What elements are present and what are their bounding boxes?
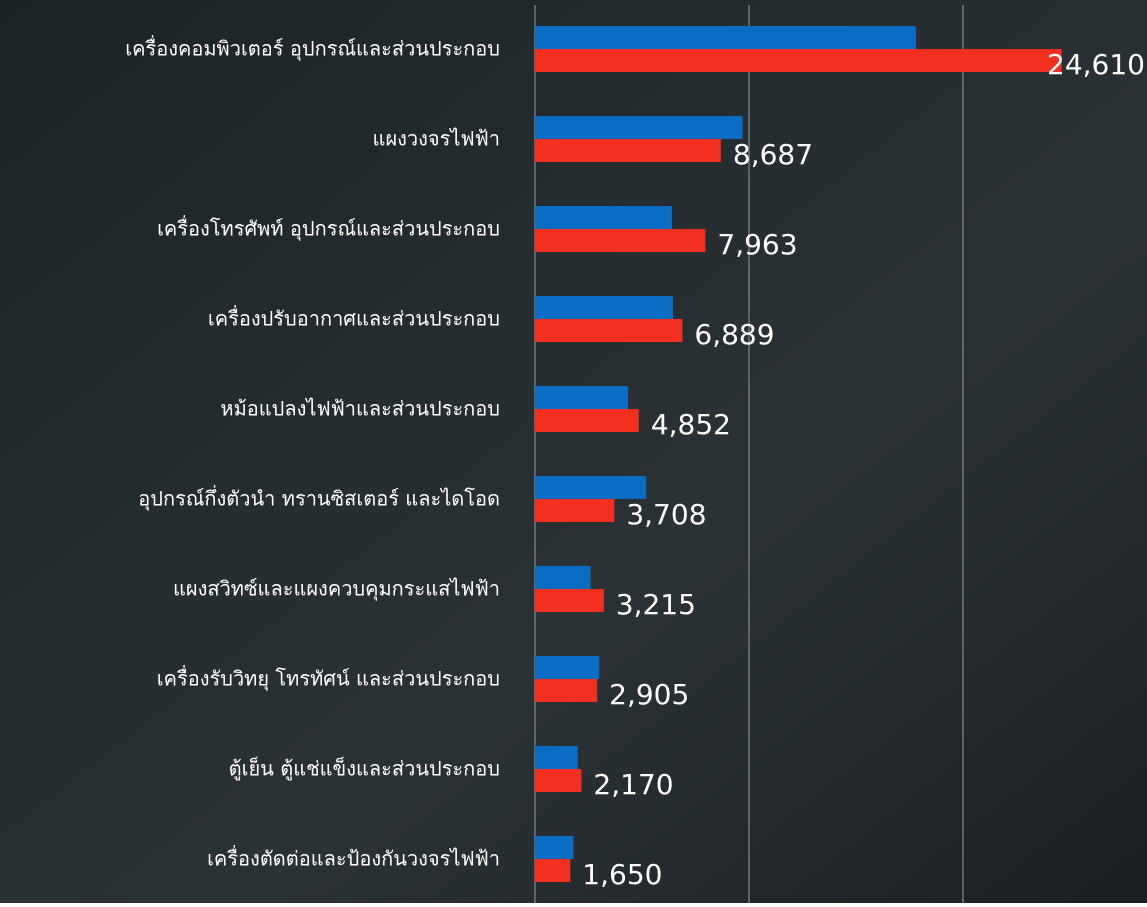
bar (535, 476, 647, 499)
bar (535, 566, 591, 589)
y-tick-label: แผงสวิทซ์และแผงควบคุมกระแสไฟฟ้า (173, 577, 500, 602)
bar (535, 859, 571, 882)
y-tick-label: หม้อแปลงไฟฟ้าและส่วนประกอบ (220, 397, 500, 421)
value-label: 7,963 (717, 228, 797, 261)
y-tick-label: เครื่องตัดต่อและป้องกันวงจรไฟฟ้า (207, 845, 500, 871)
bar (535, 589, 604, 612)
bar (535, 116, 743, 139)
bar (535, 296, 674, 319)
y-tick-label: เครื่องคอมพิวเตอร์ อุปกรณ์และส่วนประกอบ (125, 35, 500, 62)
bar (535, 746, 578, 769)
y-tick-label: อุปกรณ์กึ่งตัวนำ ทรานซิสเตอร์ และไดโอด (138, 485, 500, 512)
value-label: 8,687 (733, 138, 813, 171)
bar (535, 769, 582, 792)
value-label: 24,610 (1047, 48, 1145, 81)
value-label: 3,708 (626, 498, 706, 531)
y-tick-label: เครื่องรับวิทยุ โทรทัศน์ และส่วนประกอบ (157, 665, 500, 692)
bar (535, 499, 615, 522)
bar (535, 229, 706, 252)
bar (535, 679, 598, 702)
value-label: 2,170 (593, 768, 673, 801)
bar (535, 319, 683, 342)
y-tick-label: เครื่องปรับอากาศและส่วนประกอบ (208, 305, 500, 331)
value-label: 2,905 (609, 678, 689, 711)
bar (535, 139, 721, 162)
bar (535, 656, 600, 679)
bar (535, 26, 916, 49)
bar (535, 409, 639, 432)
value-label: 6,889 (694, 318, 774, 351)
value-label: 1,650 (582, 858, 662, 891)
bar (535, 836, 574, 859)
value-label: 3,215 (616, 588, 696, 621)
value-label: 4,852 (651, 408, 731, 441)
bar (535, 386, 629, 409)
bar (535, 49, 1062, 72)
y-tick-label: แผงวงจรไฟฟ้า (373, 127, 500, 151)
bar (535, 206, 672, 229)
y-tick-label: เครื่องโทรศัพท์ อุปกรณ์และส่วนประกอบ (157, 215, 500, 242)
y-tick-label: ตู้เย็น ตู้แช่แข็งและส่วนประกอบ (229, 756, 500, 782)
